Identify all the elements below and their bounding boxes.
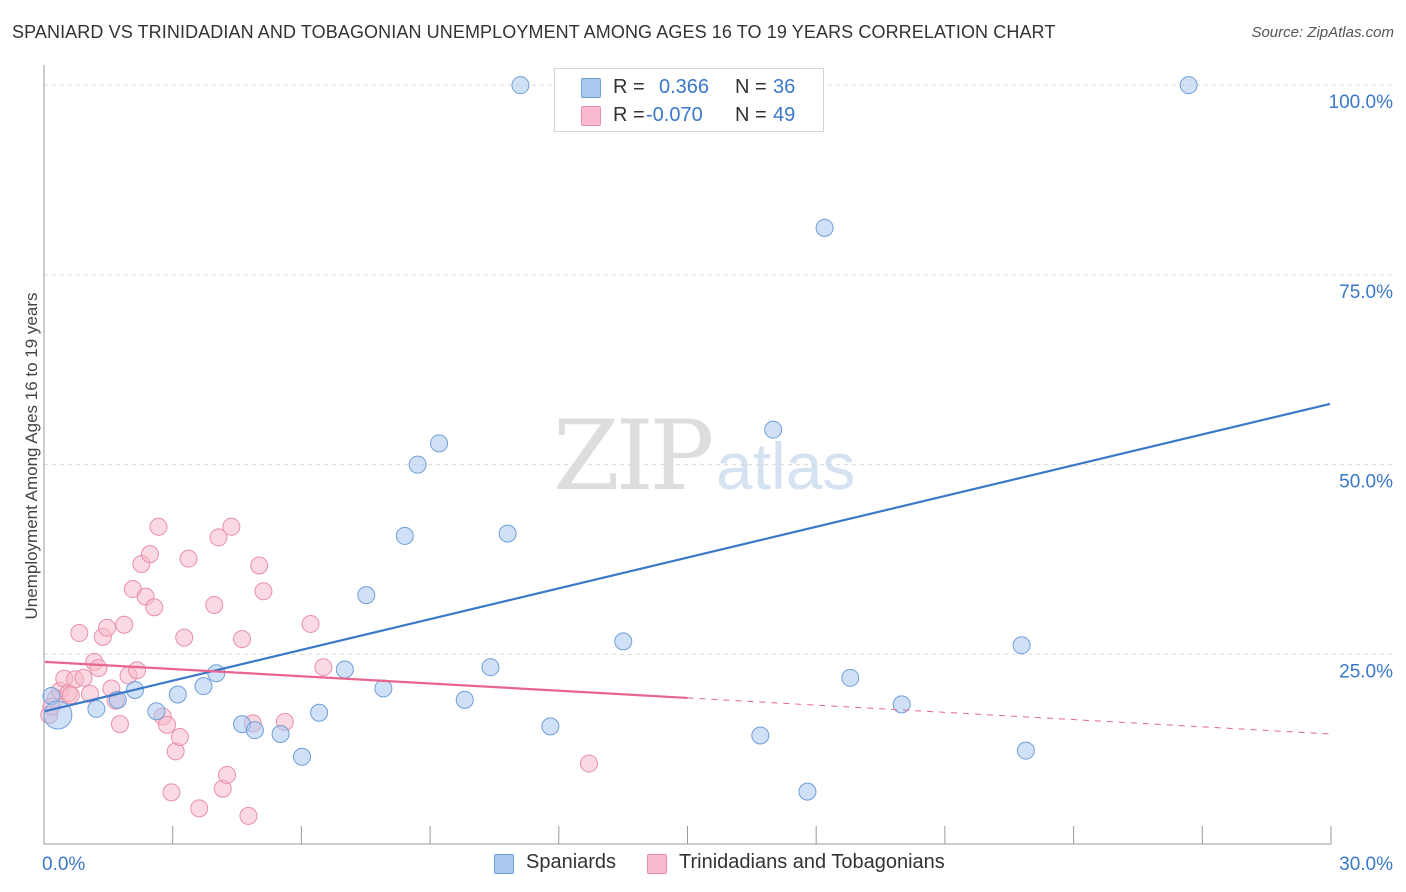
y-tick-label: 25.0% bbox=[1339, 661, 1393, 682]
tick-label-layer: 25.0% 50.0% 75.0% 100.0% 0.0% 30.0% bbox=[42, 92, 1393, 875]
data-point-spaniard bbox=[1179, 76, 1198, 95]
legend-swatch-spaniards bbox=[494, 854, 514, 874]
data-point-spaniard bbox=[481, 658, 500, 677]
y-axis-label: Unemployment Among Ages 16 to 19 years bbox=[22, 292, 41, 620]
points-layer bbox=[40, 76, 1198, 825]
legend-swatch-trinidadians bbox=[581, 106, 601, 126]
legend-row-trinidadians: R = -0.070 N = 49 bbox=[555, 101, 823, 129]
data-point-trinidadian bbox=[140, 545, 159, 564]
legend-n-label: N = bbox=[735, 76, 767, 98]
grid-layer bbox=[44, 84, 1395, 655]
y-tick-label: 50.0% bbox=[1339, 472, 1393, 493]
legend-label-spaniards: Spaniards bbox=[526, 851, 617, 873]
trend-line-trinidadians bbox=[44, 660, 688, 700]
data-point-trinidadian bbox=[158, 715, 177, 734]
trend-line-trinidadians-extrapolated bbox=[687, 697, 1331, 735]
data-point-trinidadian bbox=[175, 628, 194, 647]
data-point-trinidadian bbox=[162, 783, 181, 802]
data-point-trinidadian bbox=[110, 715, 129, 734]
watermark-atlas: atlas bbox=[716, 429, 856, 503]
data-point-spaniard bbox=[798, 782, 817, 801]
data-point-trinidadian bbox=[80, 684, 99, 703]
data-point-spaniard bbox=[168, 685, 187, 704]
data-point-spaniard bbox=[455, 690, 474, 709]
data-point-trinidadian bbox=[254, 582, 273, 601]
data-point-spaniard bbox=[293, 747, 311, 766]
legend-swatch-spaniards bbox=[581, 78, 601, 98]
data-point-spaniard bbox=[357, 586, 376, 605]
data-point-spaniard bbox=[408, 455, 427, 474]
data-point-spaniard bbox=[271, 724, 290, 743]
legend-n-value: 36 bbox=[773, 76, 796, 98]
trend-line-spaniards bbox=[44, 402, 1331, 713]
data-point-spaniard bbox=[511, 76, 530, 95]
data-point-spaniard bbox=[147, 702, 166, 721]
correlation-legend: R = 0.366 N = 36 R = -0.070 N = 49 bbox=[554, 68, 824, 132]
data-point-trinidadian bbox=[89, 658, 108, 677]
legend-r-label: R = bbox=[613, 104, 645, 126]
data-point-trinidadian bbox=[149, 517, 168, 536]
data-point-trinidadian bbox=[209, 528, 228, 547]
data-point-spaniard bbox=[751, 726, 770, 745]
data-point-spaniard bbox=[207, 664, 226, 683]
data-point-spaniard bbox=[310, 703, 329, 722]
data-point-spaniard bbox=[815, 218, 834, 237]
data-point-spaniard bbox=[1016, 741, 1035, 760]
data-point-trinidadian bbox=[301, 614, 320, 633]
data-point-spaniard bbox=[87, 699, 106, 718]
data-point-spaniard bbox=[498, 524, 517, 543]
data-point-trinidadian bbox=[179, 549, 198, 568]
legend-r-value: 0.366 bbox=[659, 76, 710, 98]
data-point-trinidadian bbox=[70, 624, 89, 643]
data-point-trinidadian bbox=[61, 686, 80, 705]
data-point-trinidadian bbox=[170, 728, 189, 747]
data-point-spaniard bbox=[43, 700, 73, 730]
source-credit: Source: ZipAtlas.com bbox=[1251, 24, 1394, 41]
data-point-trinidadian bbox=[205, 595, 224, 614]
data-point-trinidadian bbox=[145, 598, 164, 617]
data-point-trinidadian bbox=[233, 630, 252, 649]
data-point-trinidadian bbox=[128, 661, 147, 680]
data-point-spaniard bbox=[841, 668, 860, 687]
data-point-trinidadian bbox=[314, 658, 333, 677]
data-point-trinidadian bbox=[74, 668, 93, 687]
trend-layer bbox=[44, 402, 1331, 735]
data-point-spaniard bbox=[892, 695, 911, 714]
watermark-zip: ZIP bbox=[553, 400, 714, 512]
data-point-spaniard bbox=[194, 677, 213, 696]
chart-title: SPANIARD VS TRINIDADIAN AND TOBAGONIAN U… bbox=[12, 22, 1056, 42]
x-tick-label: 30.0% bbox=[1339, 854, 1393, 875]
legend-n-label: N = bbox=[735, 104, 767, 126]
x-tick-label: 0.0% bbox=[42, 854, 85, 875]
data-point-trinidadian bbox=[239, 806, 258, 825]
data-point-spaniard bbox=[335, 660, 354, 679]
data-point-spaniard bbox=[614, 632, 633, 651]
data-point-trinidadian bbox=[218, 765, 237, 784]
data-point-spaniard bbox=[430, 434, 449, 453]
data-point-trinidadian bbox=[115, 615, 134, 634]
data-point-spaniard bbox=[374, 679, 393, 698]
data-point-spaniard bbox=[1012, 636, 1031, 655]
legend-swatch-trinidadians bbox=[647, 854, 667, 874]
data-point-trinidadian bbox=[579, 754, 598, 773]
data-point-spaniard bbox=[764, 420, 783, 439]
data-point-trinidadian bbox=[98, 618, 117, 637]
y-tick-label: 100.0% bbox=[1329, 92, 1394, 113]
data-point-spaniard bbox=[395, 526, 414, 545]
legend-r-value: -0.070 bbox=[646, 104, 703, 126]
data-point-spaniard bbox=[245, 721, 264, 740]
legend-n-value: 49 bbox=[773, 104, 796, 126]
legend-label-trinidadians: Trinidadians and Tobagonians bbox=[679, 851, 945, 873]
legend-row-spaniards: R = 0.366 N = 36 bbox=[555, 73, 823, 101]
y-tick-label: 75.0% bbox=[1339, 282, 1393, 303]
data-point-trinidadian bbox=[222, 517, 241, 536]
data-point-trinidadian bbox=[250, 556, 269, 575]
legend-r-label: R = bbox=[613, 76, 645, 98]
data-point-spaniard bbox=[541, 717, 560, 736]
data-point-trinidadian bbox=[190, 799, 209, 818]
